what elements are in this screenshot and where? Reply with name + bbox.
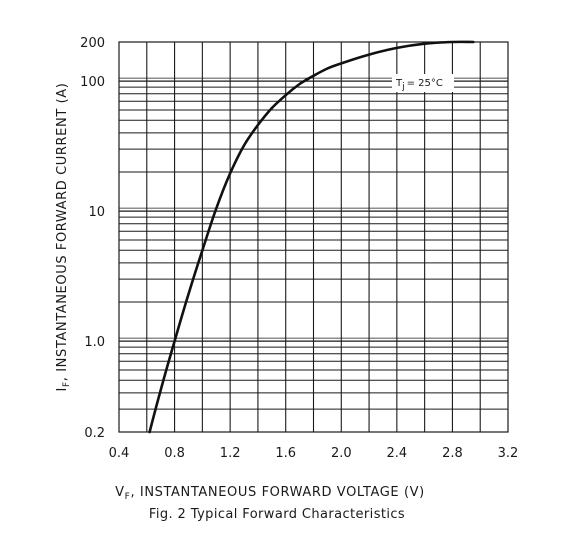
- x-tick-label: 1.6: [275, 446, 296, 461]
- y-axis-label: IF, INSTANTANEOUS FORWARD CURRENT (A): [55, 83, 72, 392]
- x-axis-symbol: V: [115, 485, 125, 500]
- x-tick-label: 0.8: [164, 446, 185, 461]
- x-tick-label: 3.2: [498, 446, 519, 461]
- x-axis-label: VF, INSTANTANEOUS FORWARD VOLTAGE (V): [115, 485, 425, 502]
- annotation-symbol: T: [395, 78, 403, 89]
- y-axis-subscript: F: [62, 381, 72, 387]
- annotation-background: [392, 74, 454, 92]
- annotation-value: = 25°C: [407, 78, 443, 89]
- x-tick-labels: 0.4 0.8 1.2 1.6 2.0 2.4 2.8 3.2: [109, 446, 519, 461]
- y-tick-label: 10: [88, 205, 105, 220]
- junction-temperature-annotation: Tj = 25°C: [392, 74, 454, 92]
- forward-curve-series: [148, 40, 475, 434]
- y-axis-text: , INSTANTANEOUS FORWARD CURRENT (A): [55, 83, 70, 382]
- x-tick-label: 0.4: [109, 446, 130, 461]
- y-tick-label: 100: [80, 75, 105, 90]
- y-tick-label: 200: [80, 36, 105, 51]
- major-gridlines: [119, 42, 508, 432]
- annotation-text: Tj = 25°C: [395, 78, 443, 92]
- x-axis-text: , INSTANTANEOUS FORWARD VOLTAGE (V): [130, 485, 424, 500]
- x-tick-label: 2.8: [442, 446, 463, 461]
- annotation-subscript: j: [401, 82, 405, 92]
- figure-caption: Fig. 2 Typical Forward Characteristics: [149, 507, 405, 522]
- y-axis-symbol: I: [55, 387, 70, 391]
- plot-frame: [118, 41, 509, 433]
- x-tick-label: 2.0: [331, 446, 352, 461]
- x-tick-label: 2.4: [387, 446, 408, 461]
- y-tick-labels: 0.2 1.0 10 100 200: [80, 36, 105, 441]
- x-axis-subscript: F: [125, 492, 131, 502]
- x-tick-label: 1.2: [220, 446, 241, 461]
- y-tick-label: 0.2: [84, 426, 105, 441]
- y-tick-label: 1.0: [84, 335, 105, 350]
